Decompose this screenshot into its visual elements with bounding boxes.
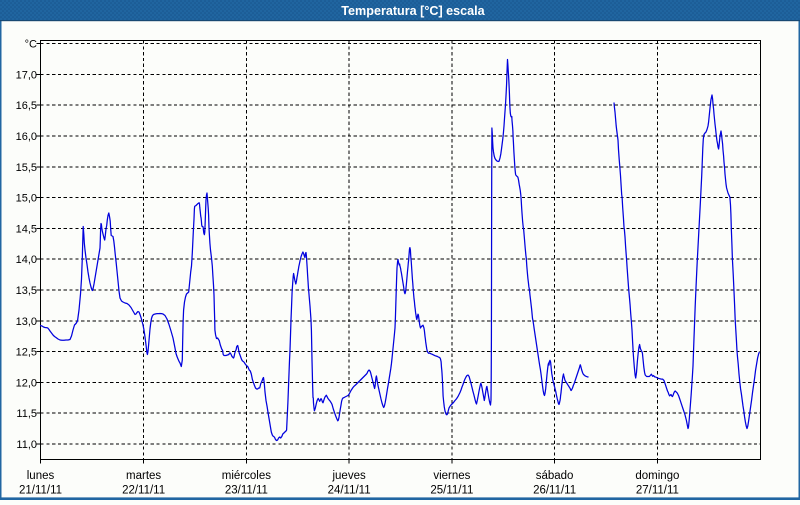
svg-text:22/11/11: 22/11/11 [122, 485, 165, 497]
svg-text:viernes: viernes [433, 470, 470, 482]
svg-text:17,0: 17,0 [16, 69, 37, 81]
svg-text:15,0: 15,0 [16, 193, 37, 205]
svg-text:24/11/11: 24/11/11 [328, 485, 371, 497]
svg-text:13,5: 13,5 [16, 285, 37, 297]
svg-text:13,0: 13,0 [16, 316, 37, 328]
svg-text:miércoles: miércoles [222, 470, 271, 482]
svg-text:21/11/11: 21/11/11 [19, 485, 62, 497]
svg-text:martes: martes [126, 470, 161, 482]
svg-text:26/11/11: 26/11/11 [533, 485, 576, 497]
svg-text:°C: °C [25, 39, 37, 51]
svg-text:23/11/11: 23/11/11 [225, 485, 268, 497]
svg-text:11,5: 11,5 [16, 408, 37, 420]
svg-text:14,5: 14,5 [16, 223, 37, 235]
svg-text:25/11/11: 25/11/11 [430, 485, 473, 497]
svg-text:jueves: jueves [331, 470, 365, 482]
svg-text:lunes: lunes [27, 470, 55, 482]
svg-text:14,0: 14,0 [16, 254, 37, 266]
svg-text:Temperatura [°C] escala: Temperatura [°C] escala [341, 4, 485, 18]
svg-text:12,5: 12,5 [16, 347, 37, 359]
svg-text:sábado: sábado [536, 470, 574, 482]
svg-text:16,5: 16,5 [16, 100, 37, 112]
svg-text:15,5: 15,5 [16, 162, 37, 174]
svg-text:16,0: 16,0 [16, 131, 37, 143]
svg-text:12,0: 12,0 [16, 377, 37, 389]
svg-text:11,0: 11,0 [16, 439, 37, 451]
svg-text:domingo: domingo [635, 470, 679, 482]
svg-text:27/11/11: 27/11/11 [636, 485, 679, 497]
